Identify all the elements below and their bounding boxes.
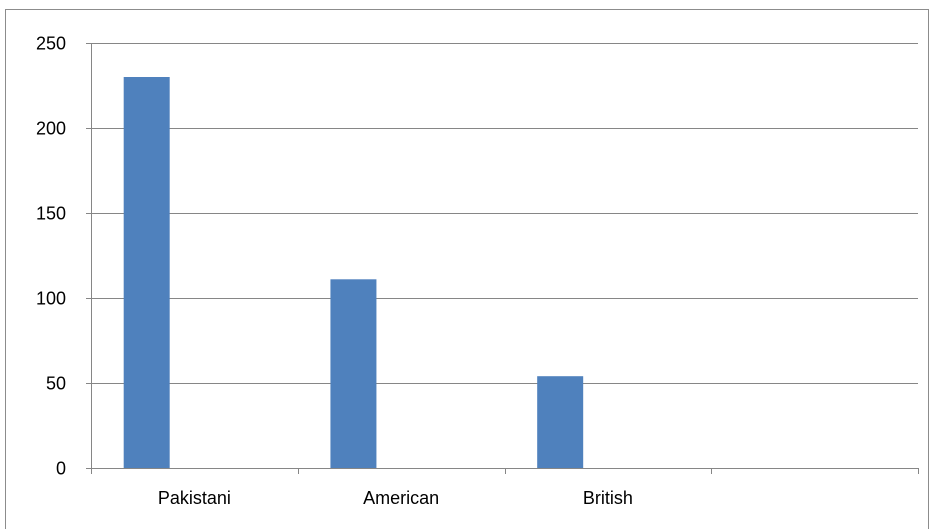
gridlines bbox=[86, 43, 918, 384]
y-tick-label: 0 bbox=[56, 459, 66, 479]
bar-pakistani bbox=[123, 77, 170, 468]
y-tick-label: 200 bbox=[36, 119, 66, 139]
x-tick-label: American bbox=[363, 488, 439, 508]
axes bbox=[86, 43, 919, 474]
y-tick-label: 100 bbox=[36, 289, 66, 309]
bars bbox=[123, 77, 584, 468]
y-tick-label: 250 bbox=[36, 34, 66, 54]
x-tick-labels: Pakistani American British bbox=[158, 488, 633, 508]
x-tick-label: British bbox=[583, 488, 633, 508]
x-tick-label: Pakistani bbox=[158, 488, 231, 508]
y-tick-labels: 0 50 100 150 200 250 bbox=[36, 34, 66, 479]
y-tick-label: 50 bbox=[46, 374, 66, 394]
bar-british bbox=[537, 376, 584, 468]
bar-american bbox=[330, 279, 377, 468]
y-tick-label: 150 bbox=[36, 204, 66, 224]
